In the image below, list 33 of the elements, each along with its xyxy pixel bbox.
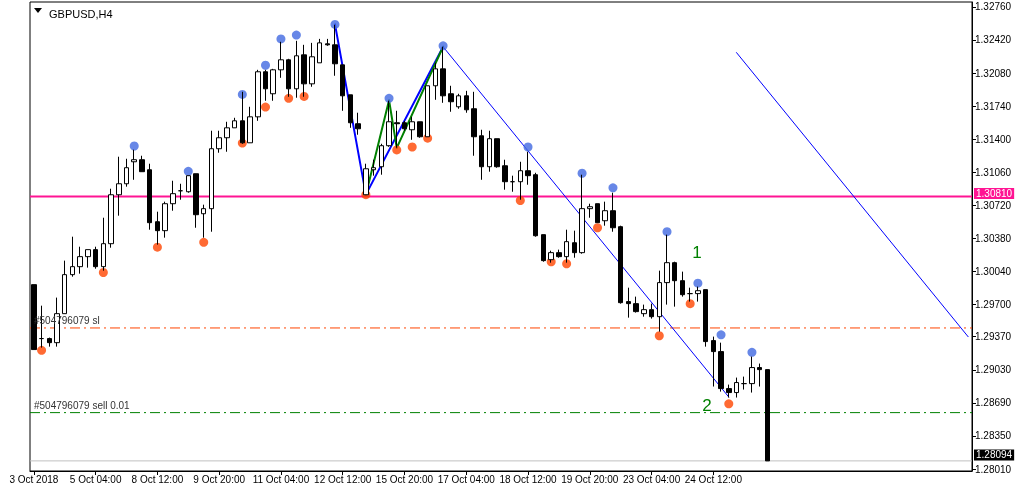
x-tick-label: 5 Oct 04:00 — [69, 473, 122, 485]
x-tick-label: 15 Oct 20:00 — [375, 473, 434, 485]
x-tick-label: 8 Oct 12:00 — [131, 473, 184, 485]
y-tick-label: 1.30720 — [975, 199, 1012, 211]
x-tick-label: 18 Oct 12:00 — [499, 473, 558, 485]
annotation: 1 — [692, 242, 702, 262]
y-tick-label: 1.31740 — [975, 100, 1012, 112]
y-tick-label: 1.32760 — [975, 1, 1012, 13]
ref-line-label: 1.28094 — [976, 449, 1013, 461]
x-tick-label: 23 Oct 04:00 — [622, 473, 681, 485]
text: GBPUSD,H4 — [49, 7, 113, 20]
x-tick-label: 19 Oct 20:00 — [561, 473, 619, 485]
ref-line-label: 1.30810 — [976, 188, 1013, 200]
x-tick-label: 24 Oct 12:00 — [684, 473, 743, 485]
y-tick-label: 1.30380 — [975, 232, 1012, 244]
y-tick-label: 1.32080 — [975, 67, 1012, 79]
y-tick-label: 1.29030 — [975, 364, 1012, 376]
y-tick-label: 1.29700 — [975, 299, 1012, 311]
y-tick-label: 1.29370 — [975, 331, 1012, 343]
x-tick-label: 12 Oct 12:00 — [314, 473, 372, 485]
y-tick-label: 1.30040 — [975, 266, 1012, 278]
x-tick-label: 9 Oct 20:00 — [193, 473, 246, 485]
y-tick-label: 1.31400 — [975, 133, 1012, 145]
y-tick-label: 1.28690 — [975, 397, 1012, 409]
x-tick-label: 3 Oct 2018 — [9, 473, 59, 485]
y-tick-label: 1.32420 — [975, 34, 1012, 46]
y-tick-label: 1.28010 — [975, 463, 1012, 475]
y-tick-label: 1.31060 — [975, 166, 1012, 178]
x-tick-label: 17 Oct 04:00 — [437, 473, 496, 485]
annotation: 2 — [702, 395, 712, 415]
y-tick-label: 1.28350 — [975, 430, 1012, 442]
ref-line-label: #504796079 sell 0.01 — [34, 400, 131, 412]
x-tick-label: 11 Oct 04:00 — [252, 473, 310, 485]
